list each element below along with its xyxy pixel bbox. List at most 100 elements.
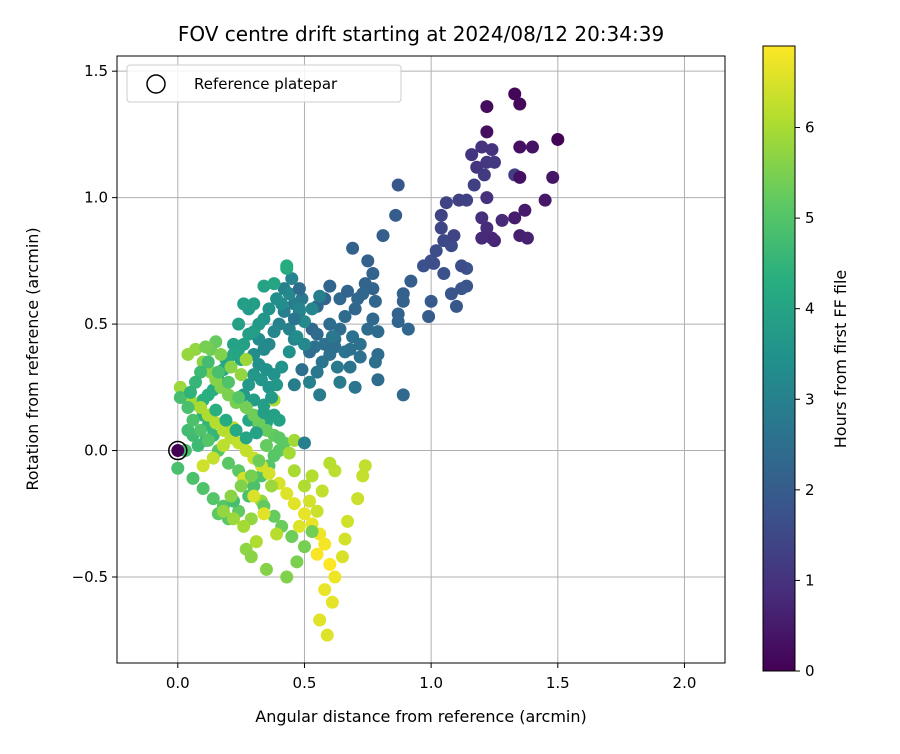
- data-point: [356, 469, 370, 483]
- data-point: [297, 540, 311, 554]
- colorbar-tick-label: 0: [805, 662, 815, 680]
- data-point: [356, 287, 370, 301]
- colorbar-tick-label: 3: [805, 390, 815, 408]
- data-point: [285, 530, 299, 544]
- data-point: [348, 302, 362, 316]
- data-point: [186, 413, 200, 427]
- data-point: [242, 327, 256, 341]
- data-point: [282, 287, 296, 301]
- data-point: [513, 97, 527, 111]
- data-point: [191, 438, 205, 452]
- data-point: [429, 244, 443, 258]
- data-point: [232, 390, 246, 404]
- data-point: [467, 178, 481, 192]
- data-point: [480, 191, 494, 205]
- data-point: [183, 385, 197, 399]
- data-point: [310, 327, 324, 341]
- data-point: [239, 401, 253, 415]
- data-point: [194, 423, 208, 437]
- data-point: [211, 365, 225, 379]
- data-point: [285, 272, 299, 286]
- data-point: [313, 388, 327, 402]
- data-point: [189, 375, 203, 389]
- data-point: [330, 360, 344, 374]
- data-point: [480, 125, 494, 139]
- data-point: [376, 229, 390, 243]
- data-point: [244, 550, 258, 564]
- reference-platepar-marker: [168, 440, 188, 461]
- data-point: [221, 456, 235, 470]
- data-point: [206, 492, 220, 506]
- data-point: [292, 302, 306, 316]
- data-point: [320, 628, 334, 642]
- data-point: [389, 208, 403, 222]
- data-point: [323, 317, 337, 331]
- data-point: [234, 368, 248, 382]
- data-point: [368, 355, 382, 369]
- data-point: [305, 469, 319, 483]
- data-point: [480, 100, 494, 114]
- data-point: [280, 259, 294, 273]
- data-point: [249, 426, 263, 440]
- data-points: [168, 87, 565, 642]
- data-point: [244, 469, 258, 483]
- data-point: [287, 378, 301, 392]
- data-point: [371, 325, 385, 339]
- colorbar-gradient: [762, 45, 796, 672]
- data-point: [513, 140, 527, 154]
- data-point: [267, 277, 281, 291]
- data-point: [171, 461, 185, 475]
- plot-frame: [116, 55, 726, 664]
- data-point: [287, 433, 301, 447]
- data-point: [173, 390, 187, 404]
- y-axis-ticks: −0.5 0.0 0.5 1.0 1.5: [72, 62, 117, 586]
- data-point: [262, 302, 276, 316]
- data-point: [325, 330, 339, 344]
- data-point: [424, 294, 438, 308]
- data-point: [287, 464, 301, 478]
- data-point: [475, 231, 489, 245]
- data-point: [265, 479, 279, 493]
- data-point: [275, 360, 289, 374]
- data-point: [201, 355, 215, 369]
- data-point: [234, 479, 248, 493]
- reference-point-fill: [171, 444, 185, 458]
- colorbar-tick-label: 2: [805, 481, 815, 499]
- legend: Reference platepar: [126, 64, 402, 103]
- data-point: [247, 368, 261, 382]
- data-point: [280, 570, 294, 584]
- data-point: [247, 489, 261, 503]
- data-point: [358, 459, 372, 473]
- y-tick-label: 0.0: [84, 442, 108, 460]
- data-point: [272, 413, 286, 427]
- colorbar-tick-label: 6: [805, 119, 815, 137]
- data-point: [487, 155, 501, 169]
- data-point: [227, 337, 241, 351]
- data-point: [551, 132, 565, 146]
- data-point: [455, 282, 469, 296]
- data-point: [252, 454, 266, 468]
- chart-title: FOV centre drift starting at 2024/08/12 …: [178, 22, 664, 46]
- data-point: [287, 312, 301, 326]
- data-point: [335, 550, 349, 564]
- data-point: [237, 297, 251, 311]
- data-point: [181, 401, 195, 415]
- data-point: [396, 388, 410, 402]
- data-point: [224, 489, 238, 503]
- data-point: [455, 259, 469, 273]
- data-point: [199, 340, 213, 354]
- data-point: [229, 423, 243, 437]
- data-point: [257, 507, 271, 521]
- data-point: [391, 178, 405, 192]
- data-point: [323, 347, 337, 361]
- data-point: [280, 487, 294, 501]
- data-point: [477, 168, 491, 182]
- data-point: [546, 170, 560, 184]
- data-point: [475, 211, 489, 225]
- data-point: [196, 481, 210, 495]
- x-tick-label: 0.0: [166, 674, 190, 692]
- data-point: [282, 446, 296, 460]
- data-point: [366, 312, 380, 326]
- data-point: [206, 451, 220, 465]
